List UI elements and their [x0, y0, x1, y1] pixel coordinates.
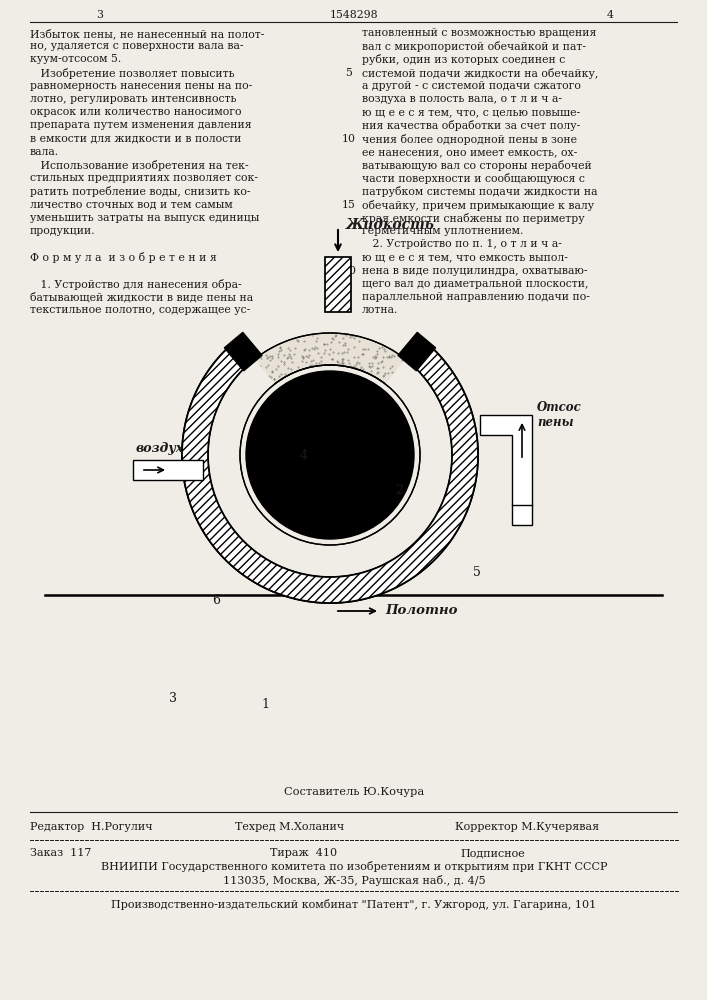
Polygon shape [182, 338, 478, 603]
Text: продукции.: продукции. [30, 226, 95, 236]
Text: ния качества обработки за счет полу-: ния качества обработки за счет полу- [362, 120, 580, 131]
Text: 20: 20 [342, 266, 356, 276]
Bar [325, 257, 351, 312]
Text: герметичным уплотнением.: герметичным уплотнением. [362, 226, 523, 236]
Text: нена в виде полуцилиндра, охватываю-: нена в виде полуцилиндра, охватываю- [362, 266, 588, 276]
Text: ватывающую вал со стороны нерабочей: ватывающую вал со стороны нерабочей [362, 160, 592, 171]
Bar [325, 257, 351, 312]
Text: Ф о р м у л а  и з о б р е т е н и я: Ф о р м у л а и з о б р е т е н и я [30, 252, 217, 263]
Polygon shape [224, 332, 262, 371]
Text: 113035, Москва, Ж-35, Раушская наб., д. 4/5: 113035, Москва, Ж-35, Раушская наб., д. … [223, 874, 485, 886]
Text: рубки, один из которых соединен с: рубки, один из которых соединен с [362, 54, 566, 65]
Text: Использование изобретения на тек-: Использование изобретения на тек- [30, 160, 249, 171]
Text: щего вал до диаметральной плоскости,: щего вал до диаметральной плоскости, [362, 279, 588, 289]
Text: а другой - с системой подачи сжатого: а другой - с системой подачи сжатого [362, 81, 581, 91]
Text: лотно, регулировать интенсивность: лотно, регулировать интенсивность [30, 94, 237, 104]
Text: чения более однородной пены в зоне: чения более однородной пены в зоне [362, 134, 577, 145]
Text: равномерность нанесения пены на по-: равномерность нанесения пены на по- [30, 81, 252, 91]
Text: текстильное полотно, содержащее ус-: текстильное полотно, содержащее ус- [30, 305, 250, 315]
Text: вала.: вала. [30, 147, 59, 157]
Text: 3: 3 [169, 692, 177, 704]
Text: патрубком системы подачи жидкости на: патрубком системы подачи жидкости на [362, 186, 597, 197]
Circle shape [246, 371, 414, 539]
Polygon shape [208, 333, 452, 577]
Text: 4: 4 [300, 449, 308, 462]
Text: уменьшить затраты на выпуск единицы: уменьшить затраты на выпуск единицы [30, 213, 259, 223]
Bar [133, 460, 203, 480]
Text: Избыток пены, не нанесенный на полот-: Избыток пены, не нанесенный на полот- [30, 28, 264, 39]
Text: части поверхности и сообщающуюся с: части поверхности и сообщающуюся с [362, 173, 585, 184]
Text: 1. Устройство для нанесения обра-: 1. Устройство для нанесения обра- [30, 279, 242, 290]
Text: Отсос
пены: Отсос пены [537, 401, 582, 429]
Text: личество сточных вод и тем самым: личество сточных вод и тем самым [30, 200, 233, 210]
Text: Полотно: Полотно [385, 604, 457, 617]
Text: 3: 3 [96, 10, 103, 20]
Text: Составитель Ю.Кочура: Составитель Ю.Кочура [284, 787, 424, 797]
Text: в емкости для жидкости и в полости: в емкости для жидкости и в полости [30, 134, 241, 144]
Text: ю щ е е с я тем, что, с целью повыше-: ю щ е е с я тем, что, с целью повыше- [362, 107, 580, 117]
Text: Изобретение позволяет повысить: Изобретение позволяет повысить [30, 68, 235, 79]
Text: ВНИИПИ Государственного комитета по изобретениям и открытиям при ГКНТ СССР: ВНИИПИ Государственного комитета по изоб… [101, 861, 607, 872]
Text: батывающей жидкости в виде пены на: батывающей жидкости в виде пены на [30, 292, 253, 303]
Text: 4: 4 [607, 10, 614, 20]
Text: ее нанесения, оно имеет емкость, ох-: ее нанесения, оно имеет емкость, ох- [362, 147, 577, 157]
Polygon shape [398, 332, 436, 371]
Text: параллельной направлению подачи по-: параллельной направлению подачи по- [362, 292, 590, 302]
Text: 5: 5 [473, 565, 481, 578]
Text: воздуха в полость вала, о т л и ч а-: воздуха в полость вала, о т л и ч а- [362, 94, 562, 104]
Text: края емкости снабжены по периметру: края емкости снабжены по периметру [362, 213, 585, 224]
Text: 2. Устройство по п. 1, о т л и ч а-: 2. Устройство по п. 1, о т л и ч а- [362, 239, 562, 249]
Text: Жидкость: Жидкость [346, 218, 435, 232]
Text: стильных предприятиях позволяет сок-: стильных предприятиях позволяет сок- [30, 173, 258, 183]
Text: 10: 10 [342, 134, 356, 144]
Circle shape [321, 484, 339, 502]
Text: ю щ е е с я тем, что емкость выпол-: ю щ е е с я тем, что емкость выпол- [362, 252, 568, 262]
Text: ратить потребление воды, снизить ко-: ратить потребление воды, снизить ко- [30, 186, 250, 197]
Polygon shape [203, 355, 457, 582]
Text: Корректор М.Кучерявая: Корректор М.Кучерявая [455, 822, 599, 832]
Text: Заказ  117: Заказ 117 [30, 848, 91, 858]
Text: тановленный с возможностью вращения: тановленный с возможностью вращения [362, 28, 597, 38]
Text: Техред М.Холанич: Техред М.Холанич [235, 822, 344, 832]
Text: окрасок или количество наносимого: окрасок или количество наносимого [30, 107, 242, 117]
Polygon shape [182, 338, 478, 603]
Text: препарата путем изменения давления: препарата путем изменения давления [30, 120, 252, 130]
Text: системой подачи жидкости на обечайку,: системой подачи жидкости на обечайку, [362, 68, 598, 79]
Text: 15: 15 [342, 200, 356, 210]
Text: лотна.: лотна. [362, 305, 398, 315]
Text: Подписное: Подписное [460, 848, 525, 858]
Text: Производственно-издательский комбинат "Патент", г. Ужгород, ул. Гагарина, 101: Производственно-издательский комбинат "П… [112, 898, 597, 910]
Text: 1: 1 [261, 698, 269, 711]
Text: 5: 5 [346, 68, 352, 78]
Text: вал с микропористой обечайкой и пат-: вал с микропористой обечайкой и пат- [362, 41, 586, 52]
Polygon shape [480, 415, 532, 525]
Text: Редактор  Н.Рогулич: Редактор Н.Рогулич [30, 822, 153, 832]
Text: но, удаляется с поверхности вала ва-: но, удаляется с поверхности вала ва- [30, 41, 243, 51]
Text: обечайку, причем примыкающие к валу: обечайку, причем примыкающие к валу [362, 200, 594, 211]
Text: 1548298: 1548298 [329, 10, 378, 20]
Text: воздух: воздух [136, 442, 185, 455]
Text: 6: 6 [211, 593, 220, 606]
Text: куум-отсосом 5.: куум-отсосом 5. [30, 54, 121, 64]
Text: Тираж  410: Тираж 410 [270, 848, 337, 858]
Text: 2: 2 [395, 484, 404, 496]
